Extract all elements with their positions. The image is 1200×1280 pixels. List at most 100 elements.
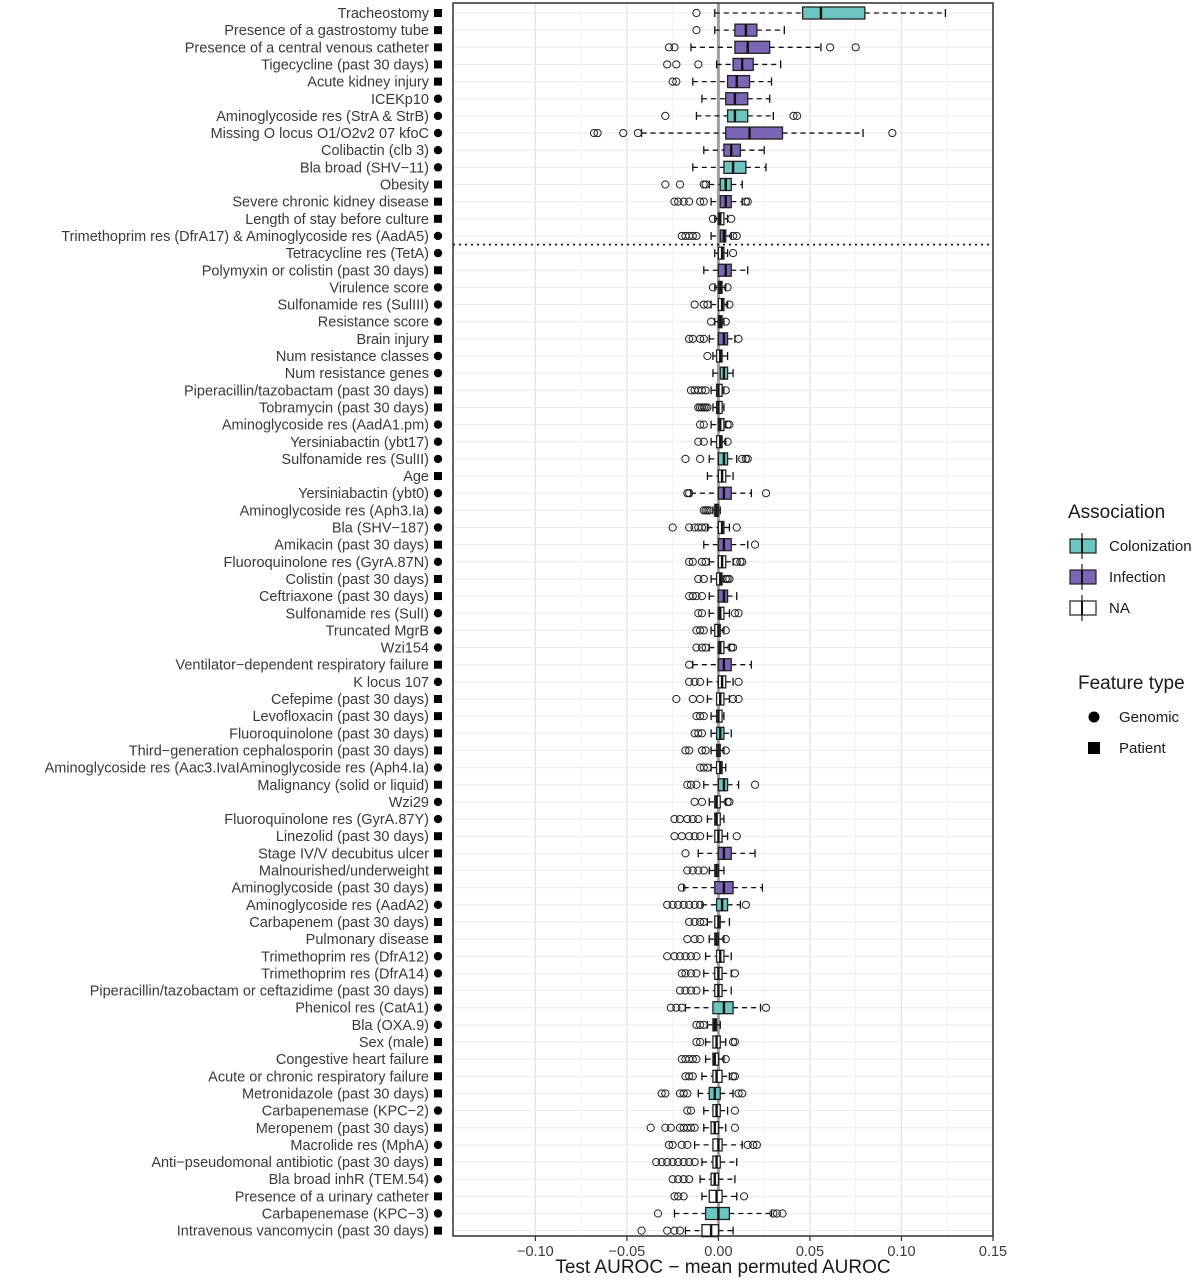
outlier-point — [686, 986, 696, 995]
outlier-point — [681, 952, 690, 961]
outlier-point — [685, 917, 694, 927]
outlier-point — [664, 1140, 674, 1150]
outlier-point — [670, 952, 679, 961]
feature-label: Colistin (past 30 days) — [286, 572, 429, 588]
outlier-point — [743, 197, 752, 206]
feature-row: Trimethoprim res (DfrA14) — [261, 966, 739, 982]
outlier-point — [690, 300, 699, 309]
outlier-point — [670, 1192, 679, 1201]
outlier-point — [692, 952, 701, 961]
feature-row: Obesity — [380, 178, 743, 194]
feature-label: Aminoglycoside res (Aac3.IvaIAminoglycos… — [45, 761, 429, 777]
feature-row: Amikacin (past 30 days) — [274, 538, 760, 554]
outlier-point — [734, 334, 743, 343]
patient-marker — [434, 883, 442, 892]
outlier-point — [697, 797, 707, 807]
feature-row: Piperacillin/tazobactam (past 30 days) — [184, 383, 730, 399]
patient-marker — [434, 180, 442, 189]
outlier-point — [701, 746, 710, 755]
feature-row: Tigecycline (past 30 days) — [261, 57, 782, 73]
outlier-point — [686, 952, 696, 961]
outlier-point — [685, 832, 694, 841]
legend: Association Colonization Infection NA Feat… — [1068, 502, 1192, 757]
plot-border — [452, 2, 994, 1237]
patient-marker — [434, 1055, 442, 1064]
outlier-point — [690, 917, 699, 927]
feature-row: Third−generation cephalosporin (past 30 … — [129, 743, 730, 759]
outlier-point — [739, 1192, 749, 1201]
genomic-marker — [433, 368, 443, 378]
outlier-point — [688, 231, 697, 241]
outlier-point — [738, 454, 747, 463]
outlier-point — [686, 780, 696, 789]
genomic-marker — [433, 163, 443, 172]
patient-marker — [434, 780, 442, 789]
outlier-point — [730, 1106, 739, 1115]
outlier-point — [690, 935, 699, 944]
feature-row: Missing O locus O1/O2v2 07 kfoC — [211, 126, 897, 142]
x-tick-label: −0.10 — [517, 1244, 554, 1260]
genomic-marker — [433, 557, 443, 566]
outlier-point — [696, 712, 705, 721]
feature-label: Metronidazole (past 30 days) — [242, 1086, 429, 1102]
feature-row: Age — [403, 469, 734, 485]
genomic-marker — [433, 300, 443, 309]
feature-row: Bla broad (SHV−11) — [300, 160, 767, 176]
feature-label: Num resistance classes — [276, 349, 429, 365]
patient-marker — [434, 712, 442, 721]
genomic-marker — [433, 231, 443, 241]
outlier-point — [681, 969, 690, 978]
genomic-marker — [433, 1106, 443, 1115]
outlier-point — [694, 60, 703, 69]
x-tick-label: −0.05 — [609, 1244, 646, 1260]
feature-label: Sex (male) — [359, 1035, 429, 1051]
outlier-point — [657, 1157, 666, 1167]
feature-label: Acute or chronic respiratory failure — [208, 1069, 429, 1085]
feature-row: Wzi154 — [381, 641, 738, 657]
feature-row: Aminoglycoside (past 30 days) — [232, 881, 764, 897]
outlier-point — [728, 694, 738, 704]
feature-row: Ventilator−dependent respiratory failure — [175, 658, 753, 674]
outlier-point — [696, 935, 705, 944]
feature-label: Third−generation cephalosporin (past 30 … — [129, 743, 429, 759]
genomic-marker — [433, 814, 443, 824]
outlier-point — [661, 111, 670, 121]
feature-label: Age — [403, 469, 429, 485]
patient-marker — [434, 214, 442, 223]
outlier-point — [696, 900, 705, 909]
feature-label: Fluoroquinolone res (GyrA.87N) — [223, 555, 429, 571]
x-tick-label: 0.15 — [979, 1244, 1007, 1260]
feature-label: Bla (OXA.9) — [352, 1018, 429, 1034]
feature-row: Bla (OXA.9) — [352, 1018, 721, 1034]
feature-label: Colibactin (clb 3) — [321, 143, 429, 159]
outlier-point — [697, 523, 707, 532]
patient-marker — [434, 695, 442, 703]
outlier-point — [692, 231, 701, 241]
outlier-point — [675, 986, 685, 995]
legend-label: Infection — [1109, 569, 1166, 586]
outlier-point — [692, 780, 701, 789]
patient-marker — [434, 266, 442, 275]
outlier-point — [701, 386, 710, 395]
feature-label: Aminoglycoside (past 30 days) — [232, 881, 429, 897]
feature-row: Macrolide res (MphA) — [290, 1138, 761, 1154]
feature-row: Yersiniabactin (ybt17) — [290, 435, 732, 451]
feature-row: Truncated MgrB — [326, 623, 730, 639]
genomic-marker — [433, 506, 443, 515]
feature-label: Aminoglycoside res (AadA2) — [246, 898, 429, 914]
outlier-point — [703, 300, 712, 309]
genomic-marker — [433, 146, 443, 155]
outlier-point — [670, 814, 679, 824]
outlier-point — [696, 420, 705, 429]
feature-row: Metronidazole (past 30 days) — [242, 1086, 747, 1102]
feature-label: Malnourished/underweight — [259, 864, 429, 880]
outlier-point — [723, 283, 732, 292]
outlier-point — [683, 814, 692, 824]
feature-label: Stage IV/V decubitus ulcer — [258, 846, 429, 862]
feature-label: Piperacillin/tazobactam or ceftazidime (… — [90, 984, 429, 1000]
feature-label: Carbapenemase (KPC−3) — [262, 1207, 429, 1223]
outlier-point — [825, 43, 835, 52]
feature-label: Sulfonamide res (SulI) — [286, 606, 429, 622]
outlier-point — [696, 694, 705, 704]
